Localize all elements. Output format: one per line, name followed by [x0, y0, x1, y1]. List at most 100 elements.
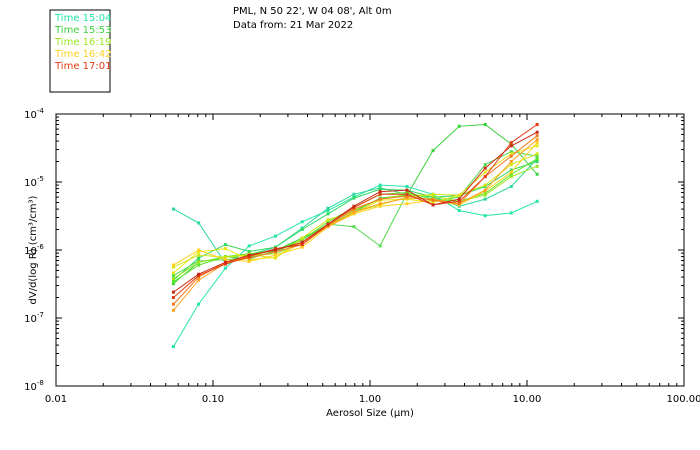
- data-point: [197, 248, 201, 252]
- data-point: [431, 192, 435, 196]
- data-point: [326, 222, 330, 226]
- data-point: [300, 220, 304, 224]
- data-point: [509, 141, 513, 145]
- data-point: [535, 199, 539, 203]
- data-point: [483, 193, 487, 197]
- data-point: [171, 274, 175, 278]
- data-point: [509, 160, 513, 164]
- data-point: [352, 192, 356, 196]
- data-point: [405, 191, 409, 195]
- axis-ticks: 0.01 0.10 1.00 10.00 100.0010-810-710-610-51…: [24, 107, 700, 405]
- data-point: [483, 197, 487, 201]
- legend-entry: Time 15:53: [54, 25, 111, 36]
- data-point: [300, 236, 304, 240]
- data-point: [535, 134, 539, 138]
- y-tick-label: 10-5: [24, 175, 44, 189]
- data-point: [197, 256, 201, 260]
- data-point: [300, 238, 304, 242]
- x-tick-label: 100.00: [667, 394, 700, 405]
- data-point: [483, 175, 487, 179]
- legend-entry: Time 16:42: [54, 49, 111, 60]
- data-point: [509, 144, 513, 148]
- data-point: [326, 218, 330, 222]
- data-point: [457, 209, 461, 213]
- data-point: [535, 141, 539, 145]
- data-point: [431, 203, 435, 207]
- series-6: [171, 157, 539, 284]
- data-point: [509, 150, 513, 154]
- data-point: [509, 184, 513, 188]
- data-point: [378, 187, 382, 191]
- legend-entry: Time 16:19: [54, 37, 111, 48]
- data-point: [509, 163, 513, 167]
- data-point: [535, 160, 539, 164]
- data-point: [405, 196, 409, 200]
- data-point: [535, 157, 539, 161]
- series-line: [173, 142, 538, 266]
- data-point: [483, 214, 487, 218]
- data-point: [171, 308, 175, 312]
- data-point: [197, 263, 201, 267]
- data-point: [535, 172, 539, 176]
- data-point: [431, 198, 435, 202]
- data-point: [352, 225, 356, 229]
- data-point: [483, 163, 487, 167]
- data-point: [483, 183, 487, 187]
- data-point: [247, 250, 251, 254]
- x-tick-label: 0.10: [202, 394, 224, 405]
- data-point: [378, 190, 382, 194]
- data-point: [273, 250, 277, 254]
- data-point: [273, 248, 277, 252]
- data-point: [197, 302, 201, 306]
- data-point: [171, 290, 175, 294]
- data-point: [326, 220, 330, 224]
- data-point: [171, 271, 175, 275]
- data-point: [247, 253, 251, 257]
- data-point: [509, 154, 513, 158]
- data-point: [431, 200, 435, 204]
- x-tick-label: 0.01: [45, 394, 67, 405]
- data-point: [483, 191, 487, 195]
- data-point: [223, 262, 227, 266]
- data-point: [378, 197, 382, 201]
- data-point: [378, 204, 382, 208]
- data-point: [247, 244, 251, 248]
- plot-frame: [55, 113, 685, 387]
- data-point: [509, 172, 513, 176]
- data-point: [483, 166, 487, 170]
- series-14: [171, 130, 539, 294]
- series-10: [171, 141, 539, 267]
- y-tick-label: 10-7: [24, 311, 44, 325]
- data-point: [197, 250, 201, 254]
- data-point: [171, 263, 175, 267]
- data-point: [326, 212, 330, 216]
- x-axis-label: Aerosol Size (µm): [326, 408, 414, 419]
- y-tick-label: 10-4: [24, 107, 44, 121]
- legend-box: [49, 9, 111, 93]
- data-point: [197, 260, 201, 264]
- data-point: [223, 255, 227, 259]
- data-point: [378, 202, 382, 206]
- y-axis-label: dV/d(log R) (cm³/cm³): [28, 195, 39, 304]
- data-point: [247, 256, 251, 260]
- data-point: [405, 202, 409, 206]
- data-point: [535, 130, 539, 134]
- data-point: [326, 209, 330, 213]
- data-point: [197, 253, 201, 257]
- data-point: [483, 123, 487, 127]
- data-point: [509, 142, 513, 146]
- x-tick-label: 10.00: [513, 394, 542, 405]
- data-point: [352, 209, 356, 213]
- data-point: [352, 204, 356, 208]
- data-point: [509, 211, 513, 215]
- data-point: [483, 170, 487, 174]
- data-point: [171, 265, 175, 269]
- series-line: [173, 139, 538, 311]
- data-point: [405, 188, 409, 192]
- legend-entry: Time 17:01: [54, 61, 111, 72]
- data-point: [171, 302, 175, 306]
- data-point: [171, 296, 175, 300]
- data-point: [197, 221, 201, 225]
- data-point: [223, 258, 227, 262]
